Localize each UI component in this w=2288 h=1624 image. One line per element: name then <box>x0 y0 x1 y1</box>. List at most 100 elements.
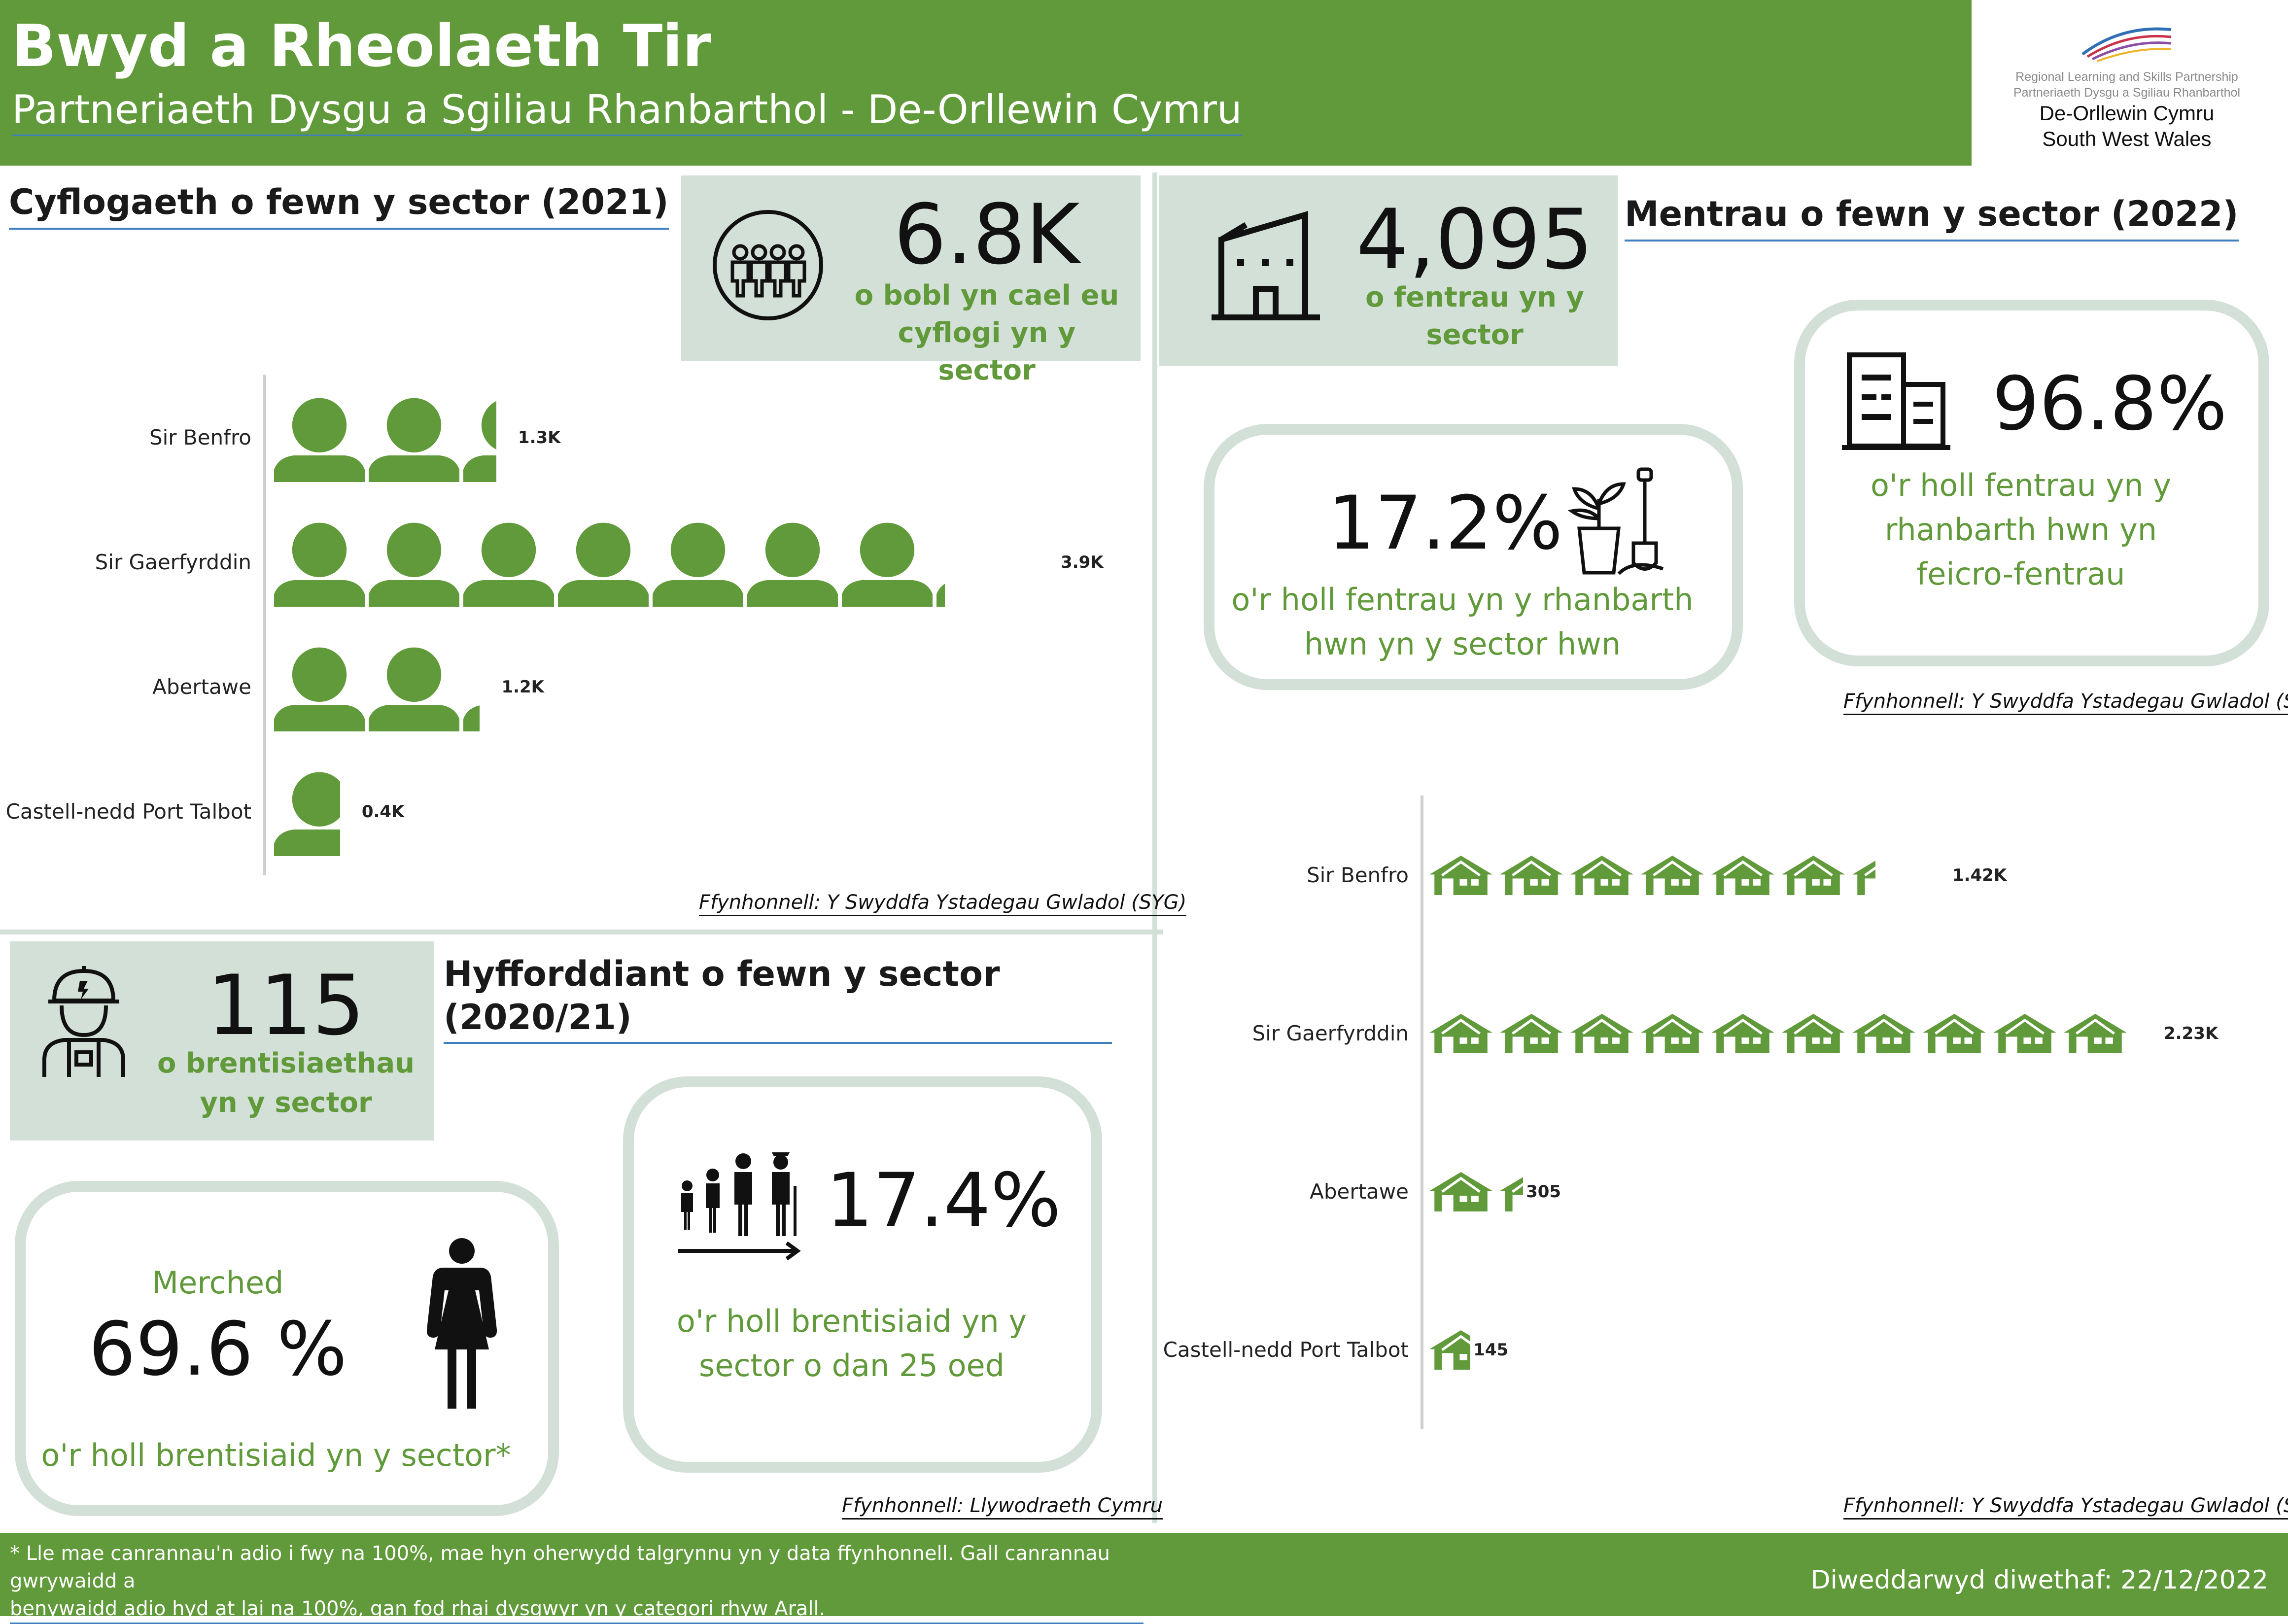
building-icon <box>1212 210 1320 320</box>
enterprises-mark <box>1923 1014 1986 1053</box>
employment-mark <box>463 522 554 607</box>
employment-mark <box>274 647 365 731</box>
sector-share-value: 17.2% <box>1328 481 1563 566</box>
logo-line-3: De-Orllewin Cymru <box>2039 102 2215 125</box>
enterprises-category-label: Sir Benfro <box>1306 863 1409 887</box>
rlsp-logo: Regional Learning and Skills Partnership… <box>1976 20 2277 158</box>
plant-and-spade-icon <box>1567 467 1664 575</box>
training-title-line-1: Hyfforddiant o fewn y sector <box>444 954 1000 994</box>
employment-section-title: Cyflogaeth o fewn y sector (2021) <box>9 180 669 230</box>
enterprises-category-label: Castell-nedd Port Talbot <box>1163 1338 1409 1362</box>
employment-category-label: Abertawe <box>152 675 251 699</box>
employment-category-label: Castell-nedd Port Talbot <box>5 799 251 824</box>
enterprises-mark <box>1641 1014 1704 1053</box>
enterprises-mark <box>1500 856 1563 895</box>
employment-mark <box>936 584 945 607</box>
sector-share-bubble: 17.2% o'r holl fentrau yn y rhanbarth hw… <box>1204 424 1743 690</box>
enterprises-mark <box>1500 1014 1563 1053</box>
enterprises-source-top: Ffynhonnell: Y Swyddfa Ystadegau Gwladol… <box>1843 689 2288 715</box>
logo-line-4: South West Wales <box>2042 127 2212 150</box>
micro-enterprise-label-3: feicro-fentrau <box>1916 556 2125 592</box>
employment-total-value: 6.8K <box>894 186 1080 283</box>
female-figure-icon <box>426 1238 497 1409</box>
employment-mark <box>369 522 459 607</box>
employment-stat-box: 6.8K o bobl yn cael eu cyflogi yn y sect… <box>681 175 1141 386</box>
micro-enterprise-label-2: rhanbarth hwn yn <box>1884 512 2157 548</box>
women-value: 69.6 % <box>88 1307 347 1392</box>
enterprises-mark <box>1429 856 1492 895</box>
enterprises-mark <box>2064 1014 2127 1053</box>
sector-share-label-1: o'r holl fentrau yn y rhanbarth <box>1231 582 1694 618</box>
employment-category-label: Sir Benfro <box>149 425 251 449</box>
employment-chart-axis <box>263 375 266 875</box>
logo-line-2: Partneriaeth Dysgu a Sgiliau Rhanbarthol <box>2013 86 2240 100</box>
employment-mark <box>274 398 365 482</box>
enterprises-mark <box>1429 1014 1492 1053</box>
employment-mark <box>463 705 480 731</box>
employment-total-label-1: o bobl yn cael eu <box>854 279 1119 311</box>
enterprises-total-value: 4,095 <box>1356 191 1594 288</box>
employment-mark <box>369 398 459 482</box>
workforce-group-icon <box>713 210 823 320</box>
employment-total-label-2: cyflogi yn y sector <box>898 317 1076 386</box>
enterprises-total-label-2: sector <box>1426 319 1524 351</box>
enterprises-total-label-1: o fentrau yn y <box>1365 281 1585 313</box>
training-source: Ffynhonnell: Llywodraeth Cymru <box>842 1493 1163 1520</box>
apprenticeships-stat-box: 115 o brentisiaethau yn y sector <box>10 941 434 1140</box>
enterprises-mark <box>1570 856 1633 895</box>
enterprises-source-bottom: Ffynhonnell: Y Swyddfa Ystadegau Gwladol… <box>1843 1493 2288 1520</box>
enterprises-category-label: Abertawe <box>1310 1179 1409 1204</box>
enterprises-mark <box>1429 1172 1492 1211</box>
page-title: Bwyd a Rheolaeth Tir <box>12 12 711 80</box>
employment-mark <box>369 647 459 731</box>
micro-enterprise-bubble: 96.8% o'r holl fentrau yn y rhanbarth hw… <box>1794 300 2269 666</box>
swoosh-logo-icon <box>2081 27 2172 62</box>
employment-mark <box>842 522 933 607</box>
apprenticeships-total-label-2: yn y sector <box>200 1087 372 1119</box>
under25-label-1: o'r holl brentisiaid yn y <box>676 1303 1027 1339</box>
logo-line-1: Regional Learning and Skills Partnership <box>2015 70 2238 84</box>
under25-value: 17.4% <box>826 1158 1061 1244</box>
employment-mark <box>653 522 743 607</box>
employment-mark <box>558 522 649 607</box>
apprenticeships-total-value: 115 <box>207 957 365 1054</box>
page-subtitle: Partneriaeth Dysgu a Sgiliau Rhanbarthol… <box>12 87 1242 136</box>
apprenticeships-total-label-1: o brentisiaethau <box>157 1047 415 1079</box>
enterprises-value-label: 145 <box>1473 1340 1509 1360</box>
under25-apprentices-bubble: 17.4% o'r holl brentisiaid yn y sector o… <box>623 1076 1102 1473</box>
enterprises-mark <box>1852 1014 1915 1053</box>
footer-banner <box>0 1533 2288 1616</box>
women-label: o'r holl brentisiaid yn y sector* <box>41 1437 511 1473</box>
employment-mark <box>274 522 365 607</box>
footnote-line-1: * Lle mae canrannau'n adio i fwy na 100%… <box>10 1542 1110 1592</box>
age-groups-icon <box>678 1152 801 1260</box>
horizontal-divider <box>0 930 1163 934</box>
enterprises-mark <box>1711 1014 1774 1053</box>
employment-value-label: 0.4K <box>361 802 405 822</box>
header-banner <box>0 0 1972 166</box>
enterprises-section-title: Mentrau o fewn y sector (2022) <box>1625 192 2239 242</box>
employment-mark <box>274 772 340 856</box>
micro-enterprise-label-1: o'r holl fentrau yn y <box>1870 467 2171 503</box>
training-title-line-2: (2020/21) <box>444 997 632 1037</box>
micro-enterprise-value: 96.8% <box>1992 361 2227 447</box>
enterprises-mark <box>1570 1014 1633 1053</box>
employment-value-label: 1.3K <box>518 428 561 448</box>
employment-source: Ffynhonnell: Y Swyddfa Ystadegau Gwladol… <box>699 890 1187 916</box>
employment-value-label: 3.9K <box>1061 553 1104 572</box>
office-buildings-icon <box>1842 352 1950 450</box>
women-apprentices-bubble: Merched 69.6 % o'r holl brentisiaid yn y… <box>15 1181 559 1516</box>
enterprises-value-label: 305 <box>1526 1182 1561 1202</box>
enterprises-mark <box>1429 1330 1471 1370</box>
enterprises-mark <box>1500 1177 1524 1211</box>
footnote-line-2: benywaidd adio hyd at lai na 100%, gan f… <box>10 1597 826 1620</box>
training-section-title: Hyfforddiant o fewn y sector (2020/21) <box>444 952 1112 1044</box>
sector-share-label-2: hwn yn y sector hwn <box>1304 626 1621 662</box>
construction-worker-icon <box>42 966 125 1077</box>
enterprises-mark <box>1641 856 1704 895</box>
enterprises-mark <box>1711 856 1774 895</box>
enterprises-value-label: 2.23K <box>2164 1024 2219 1043</box>
employment-mark <box>463 401 496 482</box>
enterprises-stat-box: 4,095 o fentrau yn y sector <box>1159 175 1618 366</box>
enterprises-mark <box>1852 861 1876 895</box>
